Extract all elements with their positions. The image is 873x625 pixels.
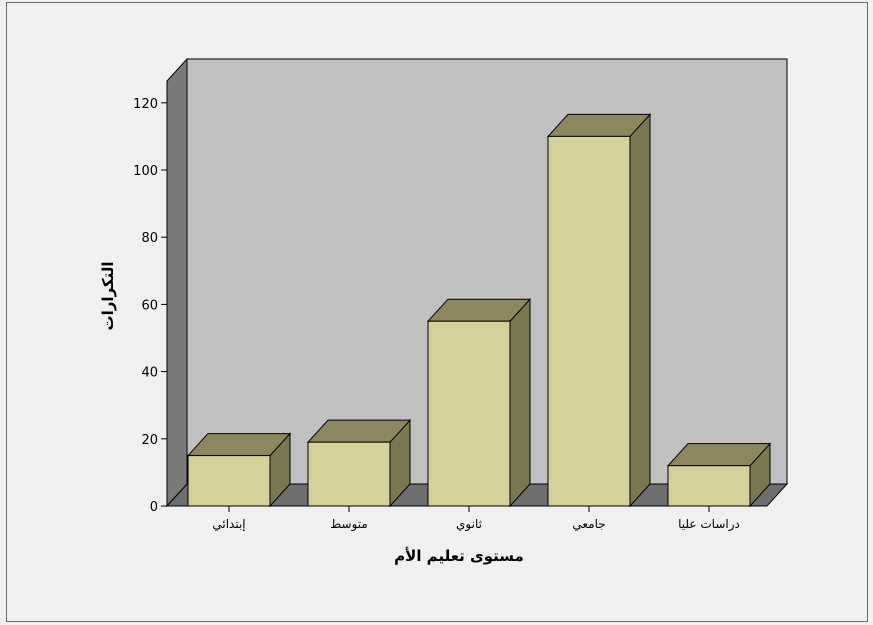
bar [546, 113, 652, 508]
y-tick-label: 80 [141, 231, 158, 246]
bar [306, 418, 412, 508]
x-tick-label: دراسات عليا [678, 517, 740, 532]
x-tick-label: متوسط [330, 517, 368, 532]
y-tick-label: 60 [141, 298, 158, 313]
y-tick-label: 100 [133, 164, 158, 179]
y-tick-label: 20 [141, 433, 158, 448]
y-tick-label: 0 [150, 500, 158, 515]
bar-front [667, 465, 751, 507]
x-axis-title: مستوى تعليم الأم [394, 547, 524, 565]
x-tick-label: جامعي [572, 517, 605, 531]
x-axis: إبتدائي متوسط ثانوي جامعي دراسات عليا [167, 505, 767, 532]
bar [666, 442, 772, 508]
bar [426, 297, 532, 508]
x-tick-label: إبتدائي [212, 517, 245, 531]
side-wall [166, 57, 188, 508]
bar-front [427, 320, 511, 507]
y-axis-title: التكرارات [99, 262, 117, 331]
y-axis: 0 20 40 60 80 100 120 [133, 81, 168, 515]
bar-side [629, 113, 651, 508]
bar-front [187, 455, 271, 507]
bar [186, 432, 292, 508]
y-tick-label: 120 [133, 97, 158, 112]
bars [186, 113, 772, 508]
x-tick-label: ثانوي [456, 517, 482, 532]
bar-front [547, 135, 631, 507]
bar-side [509, 297, 531, 508]
bar-front [307, 441, 391, 507]
y-tick-label: 40 [141, 366, 158, 381]
